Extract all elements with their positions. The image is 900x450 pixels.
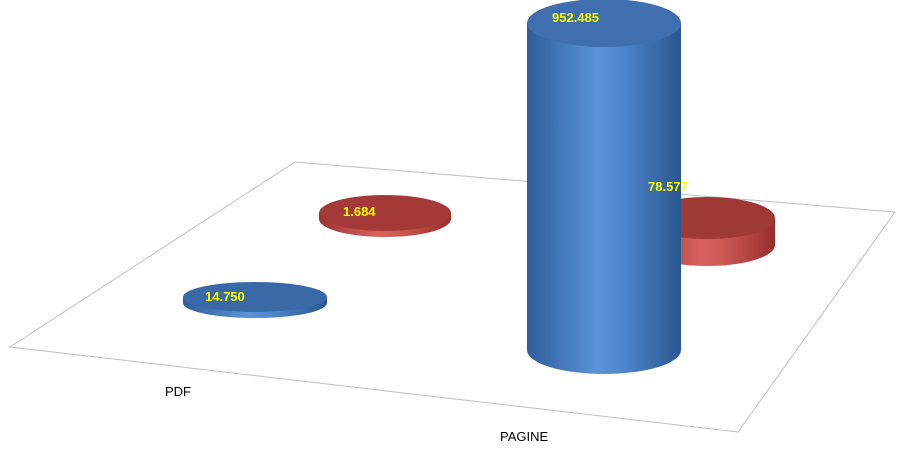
bar-pdf-series-1 bbox=[183, 282, 327, 318]
category-label-pdf: PDF bbox=[165, 384, 191, 399]
bar-top bbox=[319, 195, 451, 231]
data-label-pagine-series-1: 952.485 bbox=[552, 10, 599, 25]
data-label-pagine-series-2: 78.577 bbox=[648, 179, 688, 194]
bar-pdf-series-2 bbox=[319, 195, 451, 237]
data-label-pdf-series-2: 1.684 bbox=[343, 204, 376, 219]
chart-floor bbox=[8, 161, 896, 433]
bar-body bbox=[527, 23, 681, 374]
category-label-pagine: PAGINE bbox=[500, 429, 548, 444]
bars-layer: 14.750 952.485 1.684 78.577 bbox=[183, 0, 775, 374]
data-label-pdf-series-1: 14.750 bbox=[205, 289, 245, 304]
bar-pagine-series-1 bbox=[527, 0, 681, 374]
bar-top bbox=[183, 282, 327, 312]
bar-top bbox=[527, 0, 681, 47]
